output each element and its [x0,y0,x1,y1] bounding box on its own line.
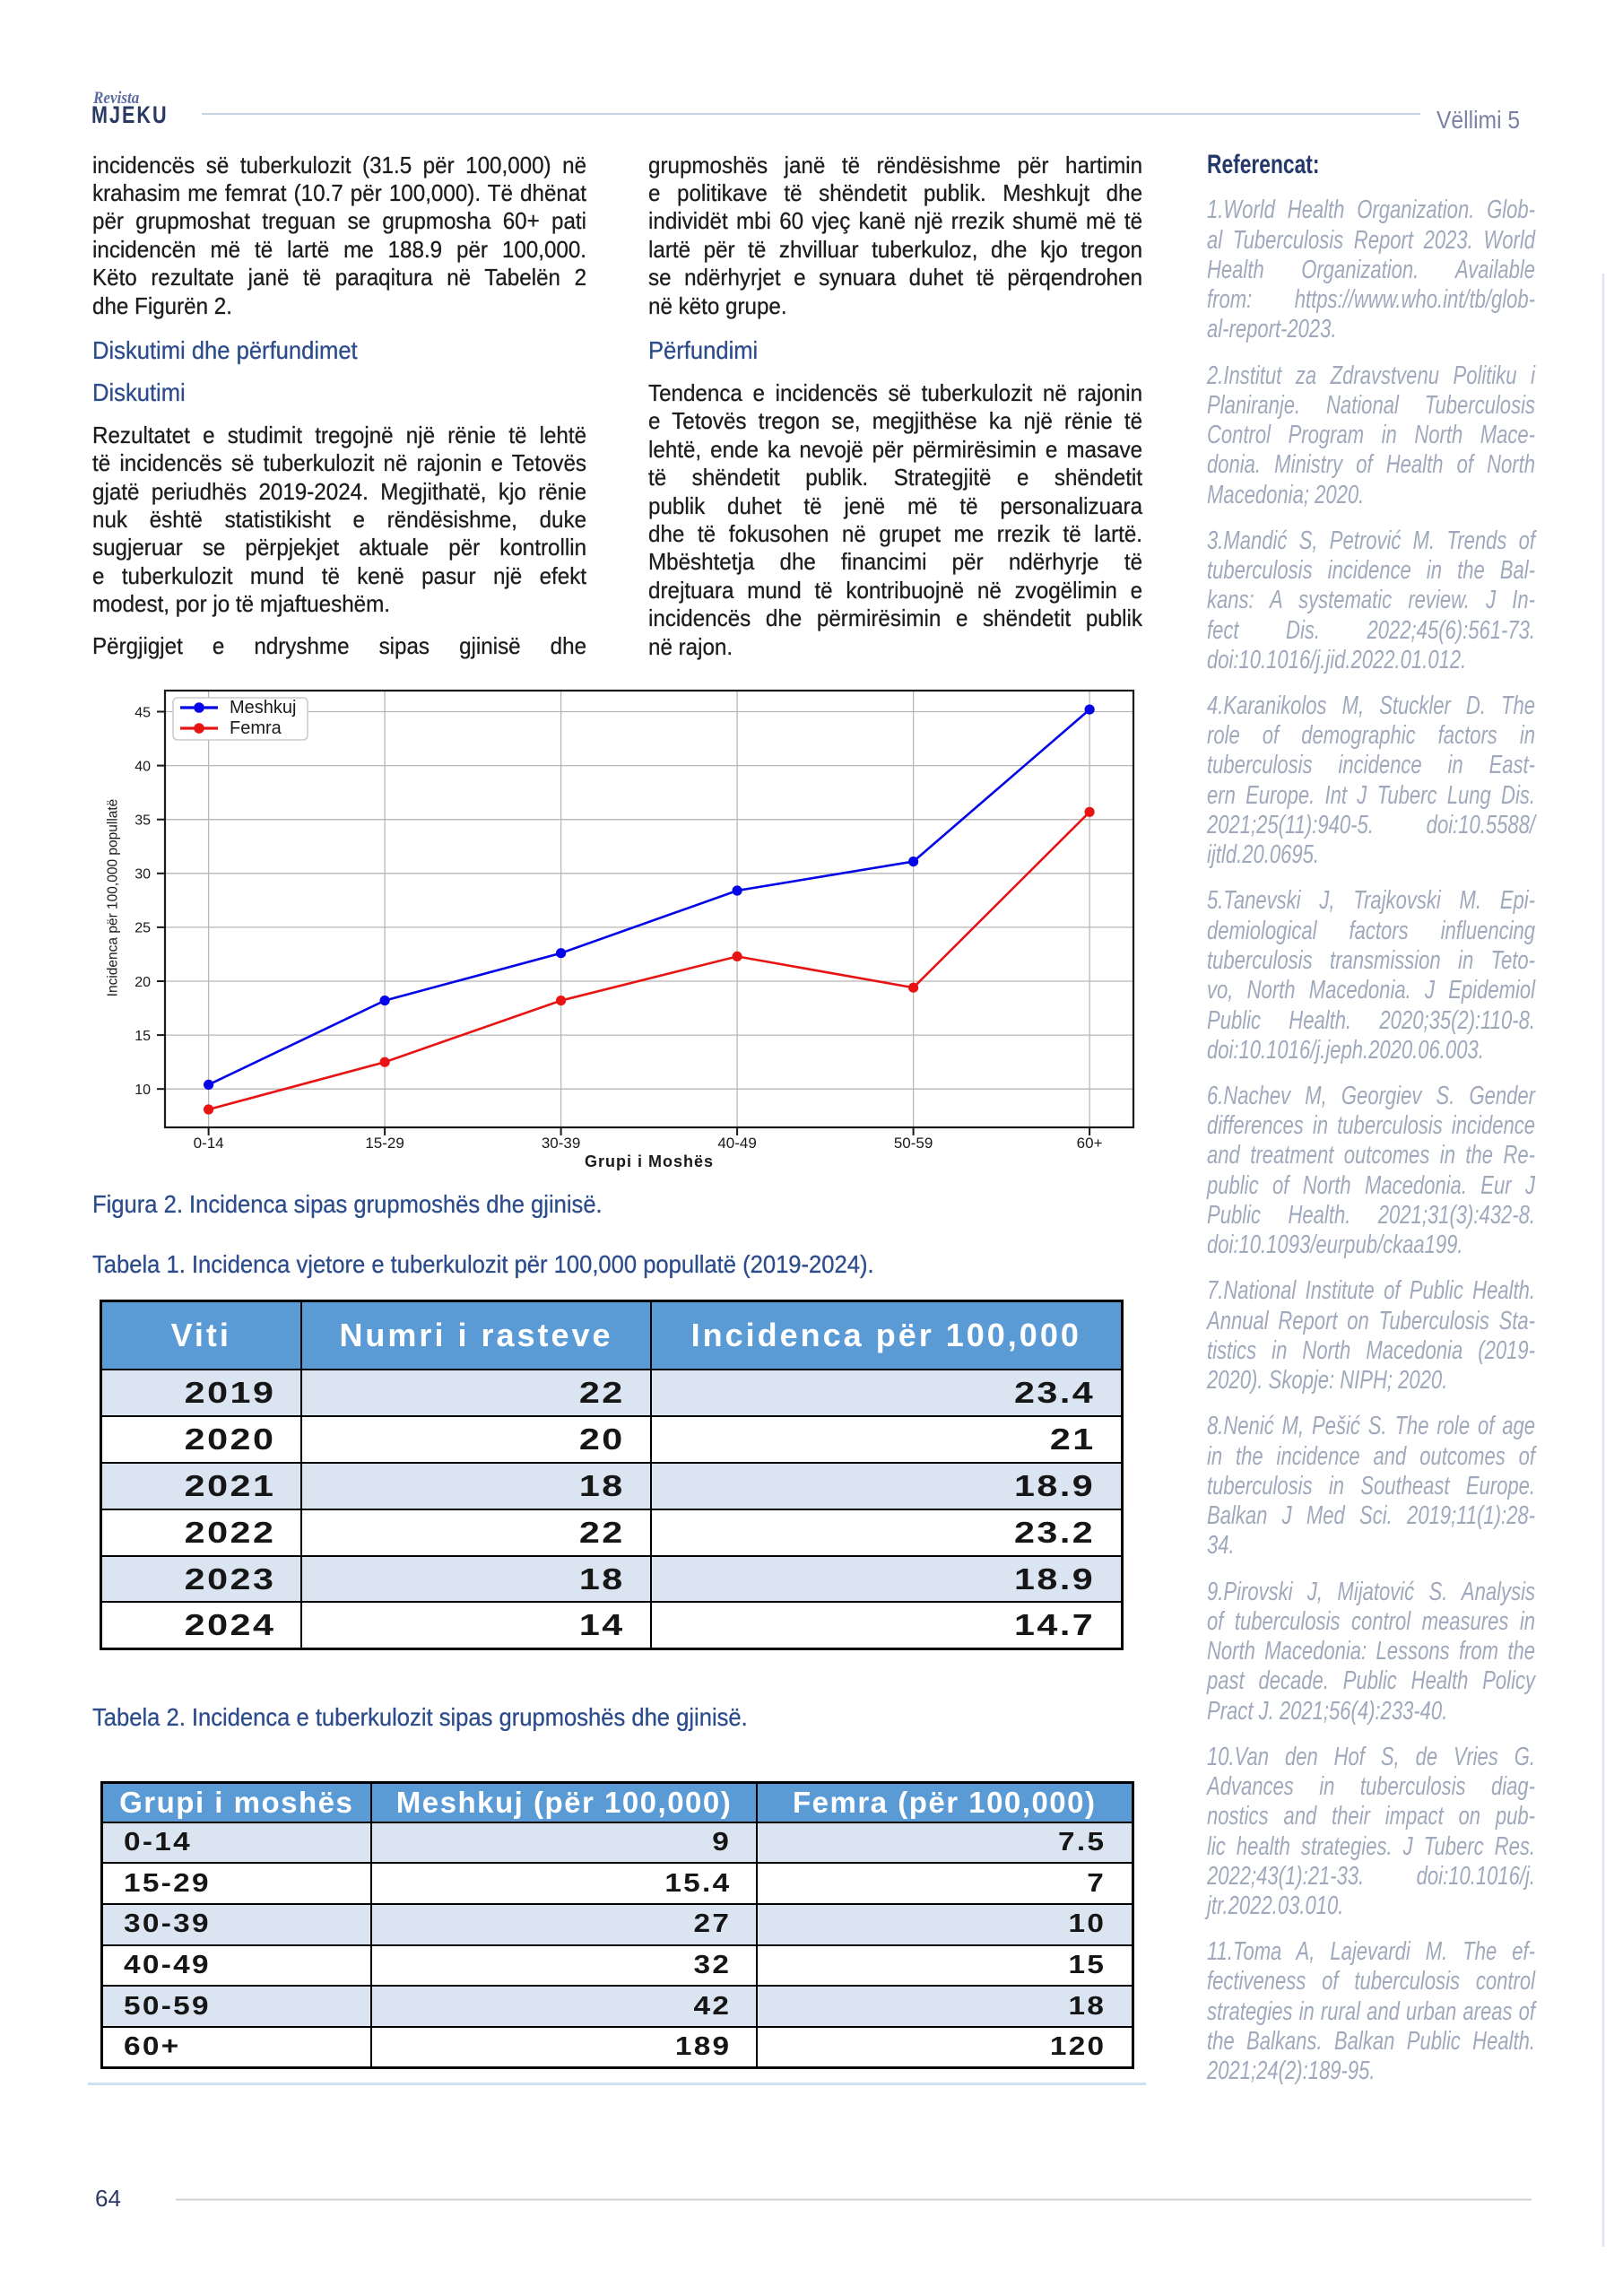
svg-text:50-59: 50-59 [894,1135,933,1152]
svg-text:15-29: 15-29 [365,1135,404,1152]
svg-text:0-14: 0-14 [194,1135,224,1152]
svg-text:25: 25 [135,921,151,936]
svg-text:Incidenca për 100,000 popullat: Incidenca për 100,000 popullatë [106,799,121,997]
svg-text:35: 35 [135,813,151,829]
svg-text:Meshkuj: Meshkuj [230,698,296,718]
svg-text:20: 20 [135,975,151,990]
svg-text:Femra: Femra [230,718,282,738]
svg-text:45: 45 [135,705,151,720]
svg-text:30: 30 [135,867,151,883]
svg-text:40: 40 [135,759,151,774]
svg-text:60+: 60+ [1077,1135,1103,1152]
svg-text:30-39: 30-39 [542,1135,580,1152]
svg-text:40-49: 40-49 [717,1135,756,1152]
svg-text:15: 15 [135,1029,151,1044]
svg-text:Grupi i Moshës: Grupi i Moshës [585,1152,714,1170]
svg-text:10: 10 [135,1083,151,1098]
